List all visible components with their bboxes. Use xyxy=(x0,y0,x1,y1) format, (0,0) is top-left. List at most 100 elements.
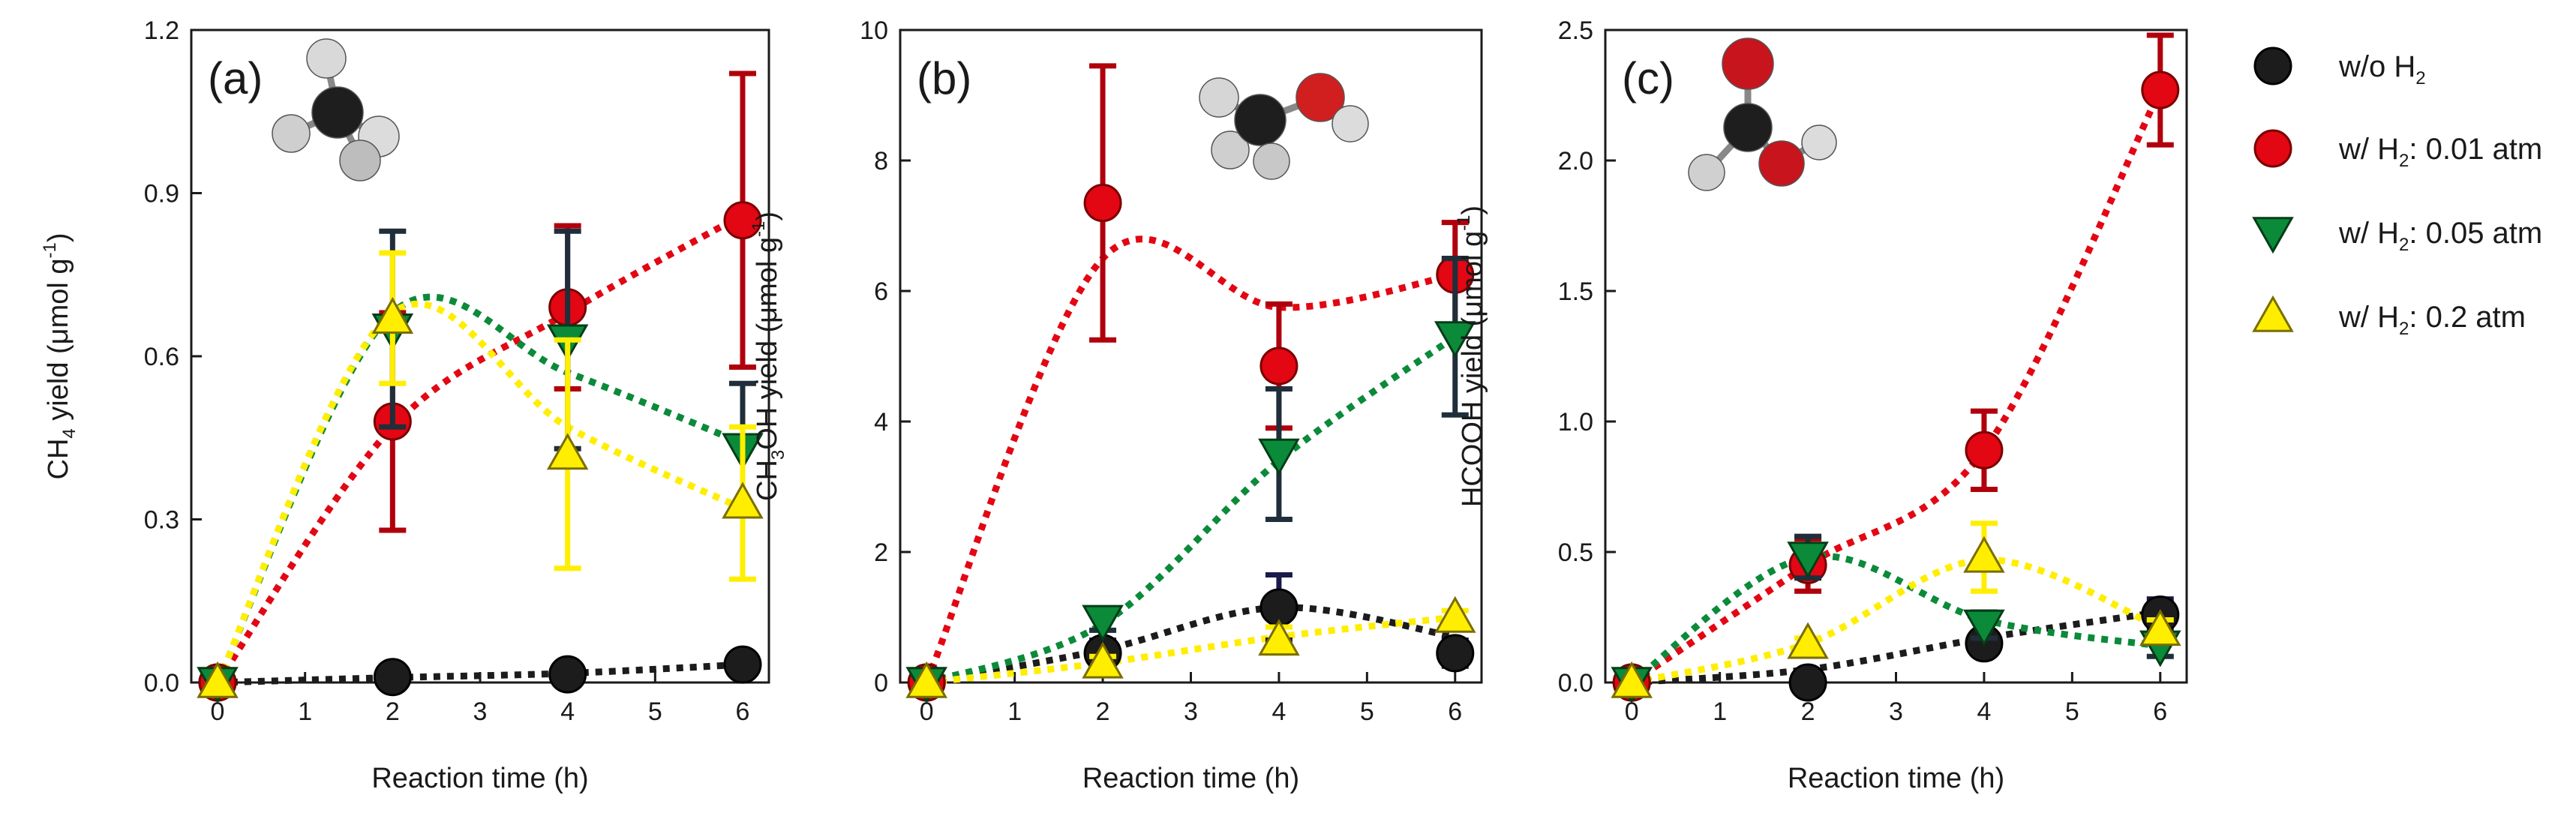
y-axis-title-subscript: 4 xyxy=(59,428,80,438)
trend-curve-2 xyxy=(923,236,1456,684)
trend-curve-1 xyxy=(926,604,1456,686)
y-tick-label: 10 xyxy=(860,16,888,45)
x-tick-label: 4 xyxy=(560,698,575,726)
x-tick-label: 5 xyxy=(1360,698,1374,726)
data-point xyxy=(1258,619,1300,656)
x-tick-label: 5 xyxy=(648,698,662,726)
data-point xyxy=(548,655,587,694)
y-tick-label: 2.5 xyxy=(1558,16,1593,45)
x-tick-label: 2 xyxy=(1801,698,1815,726)
legend-label: w/o H2 xyxy=(2338,50,2426,88)
trend-curve-3 xyxy=(925,334,1458,686)
y-axis-title-main: HCOOH yield (μmol g xyxy=(1457,231,1488,507)
y-axis-title: CH3OH yield (μmol g-1) xyxy=(749,212,788,501)
legend-label-subscript: 2 xyxy=(2399,151,2409,171)
y-tick-label: 1.0 xyxy=(1558,408,1593,436)
data-point xyxy=(722,482,764,519)
x-tick-label: 0 xyxy=(211,698,225,726)
y-axis-title-superscript: -1 xyxy=(749,221,769,237)
y-axis-title-subscript: 3 xyxy=(768,450,788,460)
data-point xyxy=(371,297,414,334)
data-point xyxy=(1965,430,2004,470)
series-3 xyxy=(905,256,1476,704)
y-axis-title-end: ) xyxy=(1457,206,1488,215)
panel-label: (b) xyxy=(917,53,971,104)
y-axis-title-superscript: -1 xyxy=(40,242,60,258)
legend-label-rest: : 0.01 atm xyxy=(2409,133,2542,166)
oxygen-atom xyxy=(1296,73,1345,122)
molecule-formic-acid-icon xyxy=(1688,38,1837,191)
plot-frame xyxy=(899,28,1483,684)
trend-curve-4 xyxy=(1631,556,2162,686)
molecule-methane-icon xyxy=(272,38,400,182)
x-tick-label: 5 xyxy=(2065,698,2079,726)
y-tick-label: 0.5 xyxy=(1558,538,1593,567)
x-tick-label: 6 xyxy=(1448,698,1462,726)
y-tick-label: 4 xyxy=(874,408,888,436)
legend-label-rest: : 0.05 atm xyxy=(2409,217,2542,250)
x-tick-label: 1 xyxy=(1713,698,1727,726)
y-tick-label: 6 xyxy=(874,278,888,306)
y-tick-label: 1.2 xyxy=(144,16,179,45)
data-point xyxy=(1082,641,1124,679)
series-2 xyxy=(907,63,1475,702)
hydrogen-atom xyxy=(339,140,381,182)
x-axis-title: Reaction time (h) xyxy=(1082,763,1299,794)
y-tick-label: 0.0 xyxy=(1558,669,1593,698)
x-tick-label: 6 xyxy=(2153,698,2167,726)
series-4 xyxy=(197,250,764,698)
data-point xyxy=(723,201,762,240)
y-tick-label: 0 xyxy=(874,669,888,698)
y-tick-label: 1.5 xyxy=(1558,278,1593,306)
legend-label-main: w/ H xyxy=(2338,133,2399,166)
y-tick-label: 2.0 xyxy=(1558,147,1593,176)
series-4 xyxy=(905,596,1476,698)
y-axis-title-end: ) xyxy=(752,212,783,221)
x-tick-label: 4 xyxy=(1271,698,1286,726)
carbon-atom xyxy=(311,86,364,139)
x-tick-label: 1 xyxy=(298,698,312,726)
legend-label-subscript: 2 xyxy=(2399,319,2409,339)
data-point xyxy=(1787,622,1829,659)
y-tick-label: 0.0 xyxy=(144,669,179,698)
y-axis-title-main: CH xyxy=(43,439,74,480)
y-tick-label: 0.3 xyxy=(144,506,179,535)
legend-entry-4: w/ H2: 0.2 atm xyxy=(2252,295,2526,339)
data-point xyxy=(546,433,589,470)
hydrogen-atom xyxy=(1199,77,1239,118)
x-tick-label: 6 xyxy=(736,698,750,726)
x-tick-label: 2 xyxy=(1096,698,1110,726)
data-point xyxy=(1082,604,1124,642)
y-tick-label: 8 xyxy=(874,147,888,176)
legend-label-main: w/ H xyxy=(2338,301,2399,334)
legend-label: w/ H2: 0.01 atm xyxy=(2338,133,2542,171)
hydrogen-atom xyxy=(1688,154,1725,191)
trend-curve-2 xyxy=(1629,88,2163,686)
hydrogen-atom xyxy=(272,114,311,153)
legend-label-main: w/ H xyxy=(2338,217,2399,250)
chart-panel-1: 0 1 2 3 4 5 6 0.0 0.3 0.6 0.9 1.2 Reaction time (h) C… xyxy=(40,16,770,794)
series-3 xyxy=(197,228,764,704)
y-tick-label: 0.6 xyxy=(144,343,179,371)
data-point xyxy=(1436,634,1475,673)
data-point xyxy=(1258,438,1300,476)
data-point xyxy=(723,645,762,684)
carbon-atom xyxy=(1723,103,1773,152)
hydrogen-atom xyxy=(306,38,347,79)
legend-marker xyxy=(2252,295,2294,332)
trend-curve-2 xyxy=(215,212,745,685)
y-axis-title: CH4 yield (μmol g-1) xyxy=(40,233,80,480)
data-point xyxy=(197,661,239,698)
y-axis-title-rest: yield (μmol g xyxy=(43,259,74,429)
x-tick-label: 4 xyxy=(1977,698,1991,726)
data-point xyxy=(1259,346,1299,386)
data-point xyxy=(1963,536,2005,573)
legend-label: w/ H2: 0.05 atm xyxy=(2338,217,2542,255)
panel-label: (c) xyxy=(1622,53,1674,104)
trend-curve-1 xyxy=(217,661,743,686)
legend-label-rest: : 0.2 atm xyxy=(2409,301,2526,334)
hydrogen-atom xyxy=(1801,124,1837,160)
x-tick-label: 3 xyxy=(1889,698,1903,726)
